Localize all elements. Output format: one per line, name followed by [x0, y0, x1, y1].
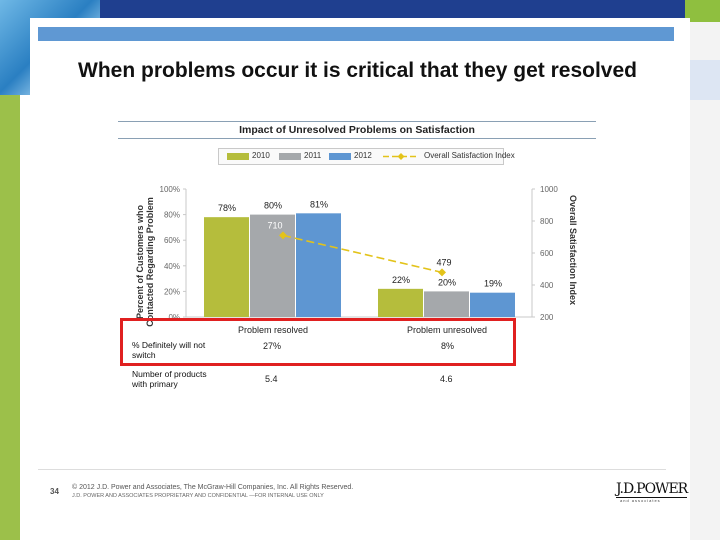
bar-label-2011-1: 20%	[438, 277, 456, 287]
background-left-stripe	[0, 0, 20, 540]
bar-label-2010-1: 22%	[392, 275, 410, 285]
bar-2011-0	[250, 214, 295, 317]
bar-2012-1	[470, 292, 515, 317]
slide-canvas	[30, 18, 690, 520]
cell-products-resolved: 5.4	[265, 374, 278, 384]
chart-title-rule-bottom	[118, 138, 596, 139]
y2-tick-label: 600	[540, 249, 554, 258]
chart-title-rule-top	[118, 121, 596, 122]
legend-swatch-2010	[227, 153, 249, 160]
legend-swatch-2012	[329, 153, 351, 160]
jd-power-logo: J.D.POWER	[616, 481, 688, 498]
y2-tick-label: 1000	[540, 185, 558, 194]
background-top-bar	[100, 0, 720, 22]
legend-label-2011: 2011	[304, 151, 322, 160]
y-tick-label: 80%	[164, 211, 180, 220]
background-top-right-accent	[685, 0, 720, 22]
satisfaction-point-0	[279, 231, 287, 240]
satisfaction-label-1: 479	[436, 257, 451, 267]
bar-label-2012-1: 19%	[484, 279, 502, 289]
bar-2010-0	[204, 217, 249, 317]
chart-legend: 2010 2011 2012 Overall Satisfaction Inde…	[218, 148, 515, 165]
cell-products-unresolved: 4.6	[440, 374, 453, 384]
y-tick-label: 20%	[164, 287, 180, 296]
bar-2011-1	[424, 291, 469, 317]
footer-copyright: © 2012 J.D. Power and Associates, The Mc…	[72, 484, 354, 491]
y-tick-label: 60%	[164, 236, 180, 245]
page-number: 34	[50, 487, 59, 496]
footer-confidential: J.D. POWER AND ASSOCIATES PROPRIETARY AN…	[72, 493, 324, 499]
category-label-problem-resolved: Problem resolved	[238, 325, 309, 335]
y2-tick-label: 400	[540, 281, 554, 290]
cell-not-switch-unresolved: 8%	[441, 341, 455, 351]
secondary-y-axis-label: Overall Satisfaction Index	[568, 194, 578, 306]
bar-2012-0	[296, 213, 341, 317]
satisfaction-label-0: 710	[267, 220, 282, 230]
y2-tick-label: 800	[540, 217, 554, 226]
footer-divider	[38, 469, 666, 470]
slide-header-band	[38, 27, 674, 41]
bar-2010-1	[378, 288, 423, 317]
legend-label-satisfaction-index: Overall Satisfaction Index	[424, 151, 515, 160]
legend-label-2010: 2010	[252, 151, 270, 160]
cell-not-switch-resolved: 27%	[263, 341, 282, 351]
bar-label-2010-0: 78%	[218, 203, 236, 213]
bar-label-2012-0: 81%	[310, 199, 328, 209]
y-tick-label: 100%	[160, 185, 180, 194]
legend-swatch-2011	[279, 153, 301, 160]
category-label-problem-unresolved: Problem unresolved	[407, 325, 488, 335]
y-tick-label: 0%	[168, 313, 180, 322]
legend-line-marker	[383, 153, 419, 160]
highlight-box	[120, 318, 516, 366]
row-label-products-with-primary: Number of products with primary	[132, 369, 207, 389]
chart-title: Impact of Unresolved Problems on Satisfa…	[239, 124, 475, 136]
jd-power-logo-subtitle: and associates	[620, 498, 661, 503]
satisfaction-point-1	[438, 268, 446, 277]
y-axis-label: Percent of Customers who Contacted Regar…	[135, 197, 155, 327]
row-label-definitely-will-not-switch: % Definitely will not switch	[132, 340, 206, 360]
satisfaction-index-line	[282, 234, 443, 274]
bar-label-2011-0: 80%	[264, 201, 282, 211]
legend-label-2012: 2012	[354, 151, 372, 160]
background-right-stripe	[690, 60, 720, 100]
y-tick-label: 40%	[164, 262, 180, 271]
slide-title: When problems occur it is critical that …	[78, 59, 637, 82]
y2-tick-label: 200	[540, 313, 554, 322]
background-right-margin	[690, 22, 720, 540]
